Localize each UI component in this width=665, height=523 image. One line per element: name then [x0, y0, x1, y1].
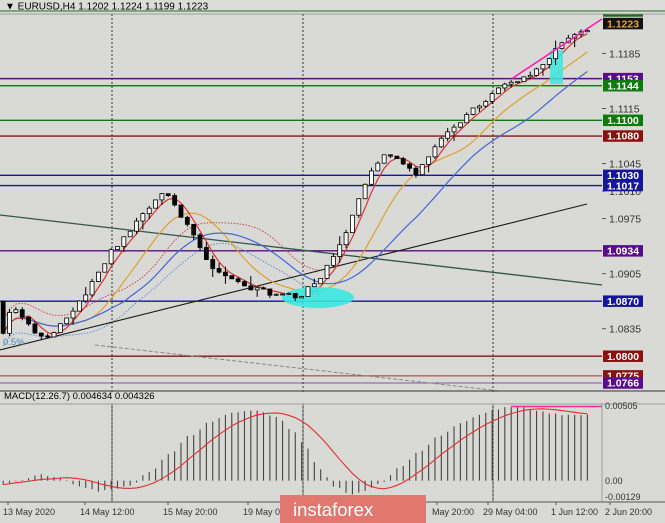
svg-text:15 May 20:00: 15 May 20:00: [163, 507, 218, 517]
svg-text:14 May 12:00: 14 May 12:00: [80, 507, 135, 517]
svg-text:-0.00129: -0.00129: [605, 492, 641, 502]
svg-text:1.1080: 1.1080: [607, 131, 639, 143]
svg-text:1.0934: 1.0934: [607, 246, 639, 258]
svg-text:1.1045: 1.1045: [609, 159, 641, 171]
svg-text:1.0870: 1.0870: [607, 296, 639, 308]
svg-text:1.1144: 1.1144: [607, 80, 639, 92]
svg-text:0.00: 0.00: [605, 476, 623, 486]
svg-text:1.1100: 1.1100: [607, 115, 639, 127]
svg-text:29 May 04:00: 29 May 04:00: [483, 507, 538, 517]
svg-text:instaforex: instaforex: [293, 499, 374, 520]
svg-text:1.1223: 1.1223: [607, 18, 639, 30]
svg-text:1.0905: 1.0905: [609, 269, 641, 281]
svg-text:1.1185: 1.1185: [609, 48, 640, 60]
svg-text:1.0766: 1.0766: [607, 378, 639, 390]
svg-text:1.0975: 1.0975: [609, 214, 641, 226]
svg-text:0.00505: 0.00505: [605, 401, 638, 411]
svg-text:MACD(12.26.7) 0.004634 0.00432: MACD(12.26.7) 0.004634 0.004326: [4, 391, 155, 402]
svg-text:13 May 2020: 13 May 2020: [3, 507, 55, 517]
svg-text:2 Jun 20:00: 2 Jun 20:00: [605, 507, 652, 517]
svg-text:1.1017: 1.1017: [607, 180, 639, 192]
svg-text:▼ EURUSD,H4 1.1202 1.1224: ▼ EURUSD,H4 1.1202 1.1224 1.1199 1.1223: [5, 2, 209, 13]
svg-text:1.1115: 1.1115: [609, 104, 640, 116]
svg-text:1.0800: 1.0800: [607, 351, 639, 363]
svg-text:0.5%: 0.5%: [3, 337, 25, 348]
svg-text:May 20:00: May 20:00: [432, 507, 474, 517]
svg-text:1 Jun 12:00: 1 Jun 12:00: [551, 507, 598, 517]
svg-text:1.0835: 1.0835: [609, 324, 641, 336]
